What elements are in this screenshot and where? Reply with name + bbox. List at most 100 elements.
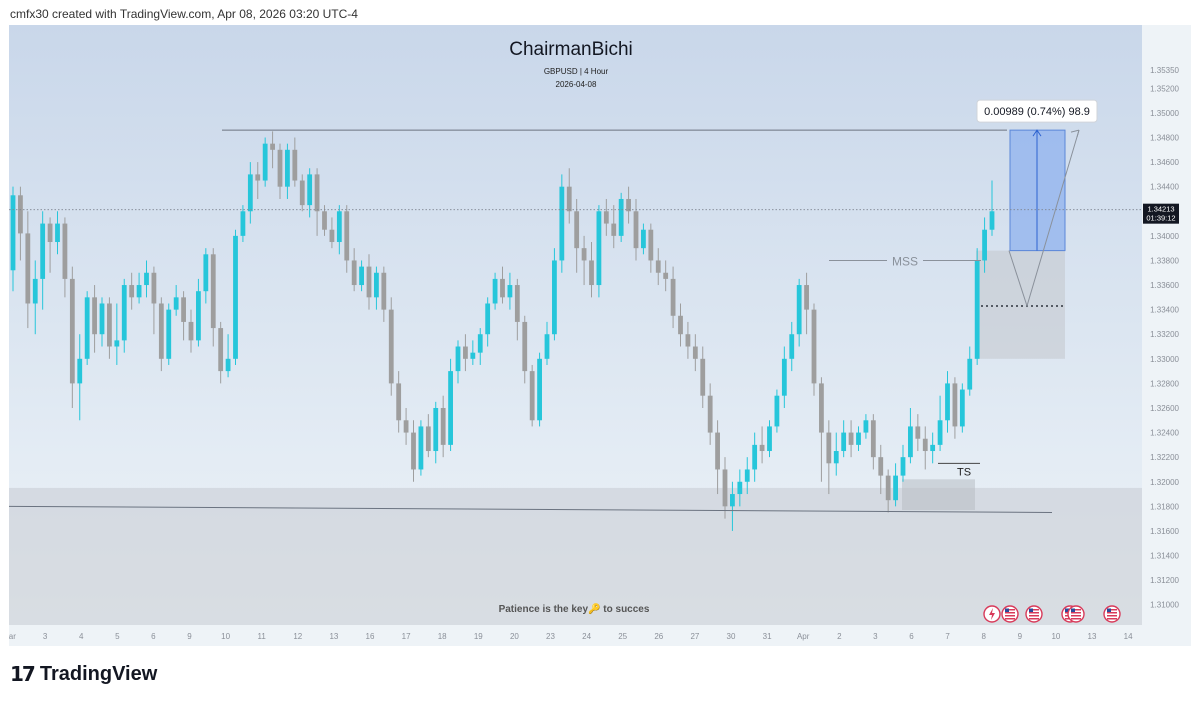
candle-body	[84, 297, 90, 359]
candle-body	[685, 334, 691, 347]
price-tick-label: 1.32600	[1150, 404, 1179, 413]
event-us-flag-icon[interactable]	[1067, 605, 1085, 623]
event-icon-ring	[1001, 605, 1019, 623]
footer-note: Patience is the key🔑 to succes	[499, 602, 650, 615]
candle-body	[292, 149, 298, 181]
candle-body	[255, 174, 261, 181]
candle-body	[314, 174, 320, 212]
chart-date: 2026-04-08	[556, 80, 597, 89]
candle-body	[641, 229, 646, 249]
current-price-countdown: 01:39:12	[1146, 214, 1175, 223]
flag-stripe	[1107, 612, 1117, 614]
time-tick-label: 3	[873, 632, 878, 641]
candle-body	[77, 358, 83, 384]
candle-body	[225, 358, 231, 372]
time-tick-label: 10	[1051, 632, 1060, 641]
flag-stripe	[1107, 618, 1117, 620]
flag-stripe	[1107, 609, 1117, 611]
candle-body	[937, 420, 943, 445]
candle-body	[381, 272, 387, 310]
price-tick-label: 1.35350	[1150, 66, 1179, 75]
time-tick-label: 17	[402, 632, 411, 641]
price-chart[interactable]: 1.35350 1.35200 1.35000 1.34800 1.34600 1.344…	[2, 25, 1191, 646]
time-tick-label: 12	[293, 632, 302, 641]
candle-body	[952, 383, 958, 427]
time-tick-label: 23	[546, 632, 555, 641]
candle-body	[299, 180, 305, 206]
time-tick-label: 19	[474, 632, 483, 641]
candle-body	[707, 395, 713, 433]
candle-body	[522, 321, 528, 372]
candle-body	[856, 432, 861, 445]
candle-body	[744, 469, 750, 482]
event-us-flag-icon[interactable]	[1001, 605, 1019, 623]
candle-body	[922, 438, 928, 452]
time-tick-label: 7	[945, 632, 950, 641]
candle-body	[848, 432, 854, 445]
candle-body	[959, 389, 965, 427]
candle-body	[366, 266, 372, 298]
flag-stripe	[1029, 609, 1039, 611]
candle-body	[218, 328, 224, 372]
candle-body	[626, 198, 631, 212]
time-axis[interactable]: Mar3456910111213161718192023242526273031…	[2, 632, 1133, 641]
price-tick-label: 1.31400	[1150, 552, 1179, 561]
candle-body	[307, 174, 313, 206]
price-axis-background	[1142, 25, 1191, 625]
time-tick-label: 14	[1124, 632, 1133, 641]
event-us-flag-icon[interactable]	[1103, 605, 1121, 623]
price-tick-label: 1.32800	[1150, 379, 1179, 388]
candle-body	[752, 444, 758, 470]
time-tick-label: 13	[329, 632, 338, 641]
candle-body	[433, 407, 439, 452]
candle-body	[781, 358, 787, 396]
liquidity-box	[902, 479, 975, 511]
candle-body	[930, 444, 936, 452]
candle-body	[69, 278, 75, 384]
time-tick-label: 10	[221, 632, 230, 641]
flag-stripe	[1005, 609, 1015, 611]
flag-stripe	[1029, 612, 1039, 614]
candle-body	[10, 195, 16, 271]
chart-symbol: GBPUSD | 4 Hour	[544, 67, 609, 76]
candle-body	[485, 303, 491, 335]
candle-body	[166, 309, 172, 359]
candle-body	[425, 426, 431, 452]
event-us-flag-icon[interactable]	[1025, 605, 1043, 623]
candle-body	[974, 260, 980, 359]
time-tick-label: 9	[187, 632, 192, 641]
flag-stripe	[1071, 618, 1081, 620]
candle-body	[878, 457, 884, 476]
event-lightning-icon[interactable]	[983, 605, 1001, 623]
price-tick-label: 1.34000	[1150, 232, 1179, 241]
event-icon-ring	[1025, 605, 1043, 623]
candle-body	[411, 432, 416, 470]
candle-body	[25, 233, 31, 304]
price-tick-label: 1.33800	[1150, 256, 1179, 265]
candle-body	[40, 223, 46, 279]
candle-body	[967, 358, 973, 390]
time-tick-label: Apr	[797, 632, 810, 641]
candle-body	[359, 266, 364, 286]
lightning-glyph	[989, 608, 995, 620]
chart-panel[interactable]: 1.35350 1.35200 1.35000 1.34800 1.34600 1.344…	[2, 25, 1191, 646]
tradingview-logo[interactable]: 17 TradingView	[10, 662, 157, 686]
candle-body	[885, 475, 891, 501]
candle-body	[826, 432, 832, 464]
current-price-badge-box	[1143, 203, 1179, 224]
candle-body	[144, 272, 149, 286]
time-tick-label: 11	[258, 632, 267, 641]
candle-body	[596, 211, 602, 286]
candle-body	[55, 223, 60, 243]
candle-body	[107, 303, 112, 347]
candle-body	[759, 444, 765, 452]
economic-events[interactable]	[983, 605, 1121, 623]
time-tick-label: 13	[1088, 632, 1097, 641]
price-tick-label: 1.31200	[1150, 576, 1179, 585]
candle-body	[329, 229, 335, 243]
candle-body	[514, 285, 520, 322]
price-tick-label: 1.32200	[1150, 453, 1179, 462]
candle-body	[262, 143, 268, 181]
time-tick-label: 20	[510, 632, 519, 641]
